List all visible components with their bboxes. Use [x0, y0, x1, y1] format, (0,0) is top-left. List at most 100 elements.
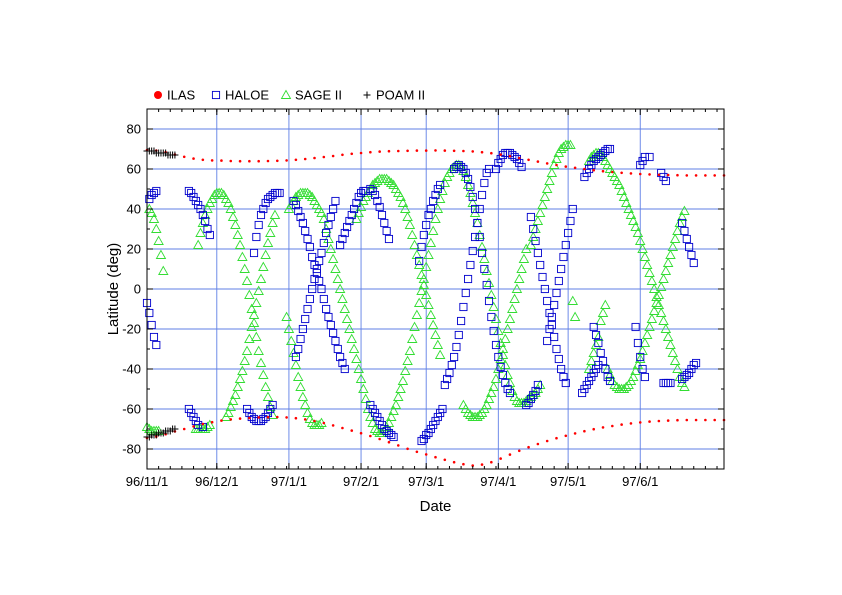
sage-ii-point: [586, 355, 597, 365]
sage-ii-point: [241, 345, 253, 355]
haloe-point: [389, 432, 398, 442]
haloe-point: [475, 232, 484, 242]
sage-ii-point: [667, 347, 679, 357]
haloe-point: [598, 356, 608, 366]
sage-ii-point: [192, 239, 204, 249]
sage-ii-point: [269, 209, 281, 219]
sage-ii-point: [251, 297, 262, 307]
ilas-point: [601, 169, 605, 173]
sage-ii-point: [246, 303, 257, 313]
ilas-point: [378, 437, 381, 441]
ilas-point: [369, 150, 372, 154]
haloe-point: [471, 204, 480, 214]
ilas-point: [555, 163, 558, 167]
haloe-point: [447, 360, 456, 370]
ilas-point: [341, 153, 344, 157]
ilas-point: [443, 149, 447, 152]
ilas-point: [480, 150, 484, 154]
ilas-point: [229, 159, 233, 163]
sage-ii-point: [386, 411, 397, 421]
ilas-point: [629, 422, 633, 425]
sage-ii-point: [495, 337, 506, 347]
ilas-point: [592, 427, 596, 431]
y-tick-label: -40: [122, 362, 141, 377]
sage-ii-point: [504, 313, 516, 323]
ilas-point: [248, 416, 251, 420]
haloe-point: [305, 294, 314, 304]
haloe-point: [149, 188, 159, 198]
sage-ii-point: [360, 393, 371, 403]
sage-ii-point: [281, 311, 292, 321]
ilas-point: [545, 162, 549, 165]
ilas-point: [182, 155, 186, 159]
x-tick-label: 97/6/1: [622, 474, 658, 489]
haloe-point: [471, 232, 480, 242]
ilas-point: [517, 449, 521, 453]
haloe-point: [547, 312, 556, 322]
legend-item-haloe: HALOE: [211, 88, 269, 103]
sage-ii-point: [658, 315, 669, 325]
sage-ii-point: [527, 231, 539, 241]
haloe-point: [473, 218, 482, 228]
sage-ii-point: [430, 213, 441, 223]
haloe-point: [461, 168, 470, 178]
sage-ii-point: [372, 425, 383, 435]
legend: ILAS HALOE SAGE II POAM II: [154, 88, 425, 103]
ilas-point: [638, 421, 642, 424]
ilas-point: [210, 420, 214, 424]
haloe-point: [417, 436, 426, 446]
haloe-point: [152, 340, 161, 350]
sage-ii-point: [648, 305, 660, 315]
sage-ii-point: [302, 187, 313, 197]
haloe-point: [491, 164, 501, 174]
haloe-point: [352, 198, 361, 208]
sage-ii-point: [590, 339, 602, 349]
ilas-point: [406, 447, 409, 451]
ilas-point: [341, 426, 344, 430]
sage-ii-point: [481, 265, 492, 275]
haloe-point: [380, 218, 389, 228]
sage-ii-point: [204, 419, 216, 429]
sage-ii-point: [423, 249, 434, 259]
haloe-point: [422, 220, 431, 230]
haloe-point: [557, 364, 566, 374]
sage-ii-point: [406, 333, 418, 343]
sage-ii-point: [244, 289, 255, 299]
y-tick-label: 40: [127, 202, 141, 217]
sage-ii-point: [660, 265, 672, 275]
haloe-point: [568, 204, 577, 214]
sage-ii-point: [630, 221, 641, 231]
sage-ii-point: [544, 175, 555, 185]
sage-ii-point: [393, 391, 404, 401]
ilas-point: [638, 172, 642, 176]
haloe-point: [631, 322, 640, 332]
haloe-point: [301, 226, 310, 236]
sage-ii-point: [341, 313, 353, 323]
haloe-point: [301, 314, 310, 324]
sage-ii-point: [604, 369, 616, 379]
haloe-point: [464, 174, 473, 184]
sage-ii-point: [148, 213, 160, 223]
haloe-point: [370, 190, 380, 200]
x-tick-label: 96/11/1: [126, 474, 168, 489]
haloe-point: [640, 372, 649, 382]
legend-item-poam-ii: POAM II: [363, 88, 425, 103]
haloe-point: [196, 204, 205, 214]
haloe-point: [484, 296, 494, 306]
sage-ii-point: [483, 393, 495, 403]
ilas-point: [490, 151, 493, 155]
ilas-point: [676, 173, 679, 177]
sage-ii-point: [395, 191, 406, 201]
haloe-point: [533, 248, 542, 258]
sage-ii-point: [646, 313, 658, 323]
sage-ii-point: [146, 207, 157, 217]
haloe-point: [480, 264, 489, 274]
ilas-point: [238, 159, 242, 163]
ilas-point: [657, 419, 661, 423]
sage-ii-point: [399, 365, 411, 375]
sage-ii-point: [244, 333, 255, 343]
sage-ii-point: [569, 311, 581, 321]
haloe-point: [468, 192, 477, 202]
sage-ii-point: [255, 357, 267, 367]
sage-ii-point: [665, 249, 676, 259]
